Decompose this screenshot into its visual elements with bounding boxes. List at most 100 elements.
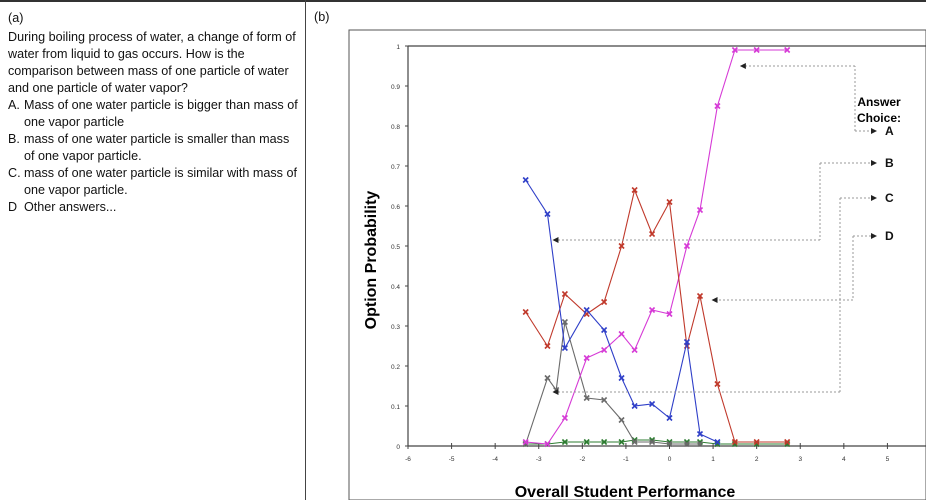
- data-point: [696, 440, 704, 448]
- answer-options: A. Mass of one water particle is bigger t…: [8, 97, 300, 216]
- data-point: [618, 416, 625, 424]
- data-point: [666, 414, 673, 422]
- data-point: [696, 292, 704, 300]
- data-point: [601, 326, 608, 334]
- legend-arrow: [871, 233, 877, 239]
- data-point: [649, 306, 656, 314]
- x-tick-label: -5: [449, 456, 455, 463]
- data-point: [583, 394, 590, 402]
- data-point: [649, 438, 656, 446]
- x-tick-label: 4: [842, 456, 846, 463]
- legend-item-c: C: [552, 191, 894, 395]
- data-point: [714, 102, 721, 110]
- x-axis-label: Overall Student Performance: [515, 484, 736, 500]
- curve-pointer: [739, 63, 746, 69]
- data-point: [544, 210, 551, 218]
- data-point: [601, 298, 608, 306]
- legend-item-a: A: [739, 63, 894, 138]
- series-layer: [522, 46, 791, 448]
- data-point: [522, 308, 529, 316]
- x-tick-label: 1: [711, 456, 715, 463]
- data-point: [618, 242, 625, 250]
- curve-pointer: [552, 389, 559, 395]
- data-point: [666, 198, 673, 206]
- data-point: [696, 206, 704, 214]
- data-point: [631, 186, 638, 194]
- y-tick-label: 0.3: [391, 324, 400, 331]
- option-key: D: [8, 200, 18, 214]
- data-point: [561, 438, 568, 446]
- option-c: C. mass of one water particle is similar …: [8, 165, 300, 199]
- data-point: [601, 346, 608, 354]
- option-a: A. Mass of one water particle is bigger t…: [8, 97, 300, 131]
- data-point: [544, 342, 551, 350]
- data-point: [631, 346, 638, 354]
- x-tick-label: 0: [668, 456, 672, 463]
- panel-b-label: (b): [314, 10, 330, 24]
- option-key: C.: [8, 166, 21, 180]
- x-tick-label: -3: [536, 456, 542, 463]
- data-point: [583, 306, 590, 314]
- option-text: Other answers...: [24, 200, 117, 214]
- x-tick-label: 3: [798, 456, 802, 463]
- legend: Answer Choice: A B C D: [552, 63, 901, 395]
- panel-a-label: (a): [8, 11, 24, 25]
- legend-arrow: [871, 195, 877, 201]
- legend-title-line2: Choice:: [857, 111, 901, 125]
- option-text: mass of one water particle is similar wi…: [24, 166, 297, 197]
- y-tick-label: 0.5: [391, 244, 400, 251]
- data-point: [696, 430, 704, 438]
- data-point: [583, 438, 590, 446]
- legend-arrow: [871, 128, 877, 134]
- data-point: [784, 46, 791, 54]
- x-tick-label: 5: [886, 456, 890, 463]
- data-point: [666, 440, 673, 448]
- y-tick-label: 0.9: [391, 84, 400, 91]
- x-tick-label: -2: [579, 456, 585, 463]
- legend-arrow: [871, 160, 877, 166]
- legend-item-d: D: [711, 229, 894, 303]
- data-point: [561, 318, 568, 326]
- data-point: [618, 438, 625, 446]
- option-b: B. mass of one water particle is smaller …: [8, 131, 300, 165]
- data-point: [649, 230, 656, 238]
- question-panel: (a) During boiling process of water, a c…: [8, 10, 300, 216]
- data-point: [714, 440, 721, 448]
- option-key: A.: [8, 98, 20, 112]
- x-tick-label: 2: [755, 456, 759, 463]
- data-point: [731, 438, 738, 446]
- y-tick-label: 0.4: [391, 284, 400, 291]
- series-unlabeled: [522, 176, 721, 446]
- data-point: [601, 396, 608, 404]
- series-b: [522, 318, 704, 448]
- y-tick-label: 0.2: [391, 364, 400, 371]
- data-point: [522, 176, 529, 184]
- data-point: [544, 374, 551, 382]
- curve-pointer: [711, 297, 718, 303]
- option-text: mass of one water particle is smaller th…: [24, 132, 290, 163]
- option-text: Mass of one water particle is bigger tha…: [24, 98, 298, 129]
- legend-label: B: [885, 156, 894, 170]
- x-tick-label: -6: [405, 456, 411, 463]
- data-point: [731, 46, 738, 54]
- y-tick-label: 0.6: [391, 204, 400, 211]
- chart-frame: [348, 29, 926, 500]
- data-point: [784, 438, 791, 446]
- data-point: [618, 330, 625, 338]
- option-key: B.: [8, 132, 20, 146]
- data-point: [666, 310, 673, 318]
- legend-label: D: [885, 229, 894, 243]
- option-probability-chart: 0 0.1 0.2 0.3 0.4 0.5 0.6 0.7 0.8 0.9 1 -6 -5 -4 -3 -2 -…: [348, 29, 926, 500]
- data-point: [544, 440, 551, 448]
- data-point: [649, 400, 656, 408]
- x-tick-label: -1: [623, 456, 629, 463]
- axis-ticks: 0 0.1 0.2 0.3 0.4 0.5 0.6 0.7 0.8 0.9 1 -6 -5 -4 -3 -2 -…: [391, 44, 926, 463]
- data-point: [753, 46, 760, 54]
- data-point: [683, 440, 690, 448]
- y-tick-label: 0.7: [391, 164, 400, 171]
- data-point: [522, 438, 529, 446]
- data-point: [561, 290, 568, 298]
- data-point: [753, 438, 760, 446]
- y-tick-label: 0: [396, 444, 400, 451]
- data-point: [561, 344, 568, 352]
